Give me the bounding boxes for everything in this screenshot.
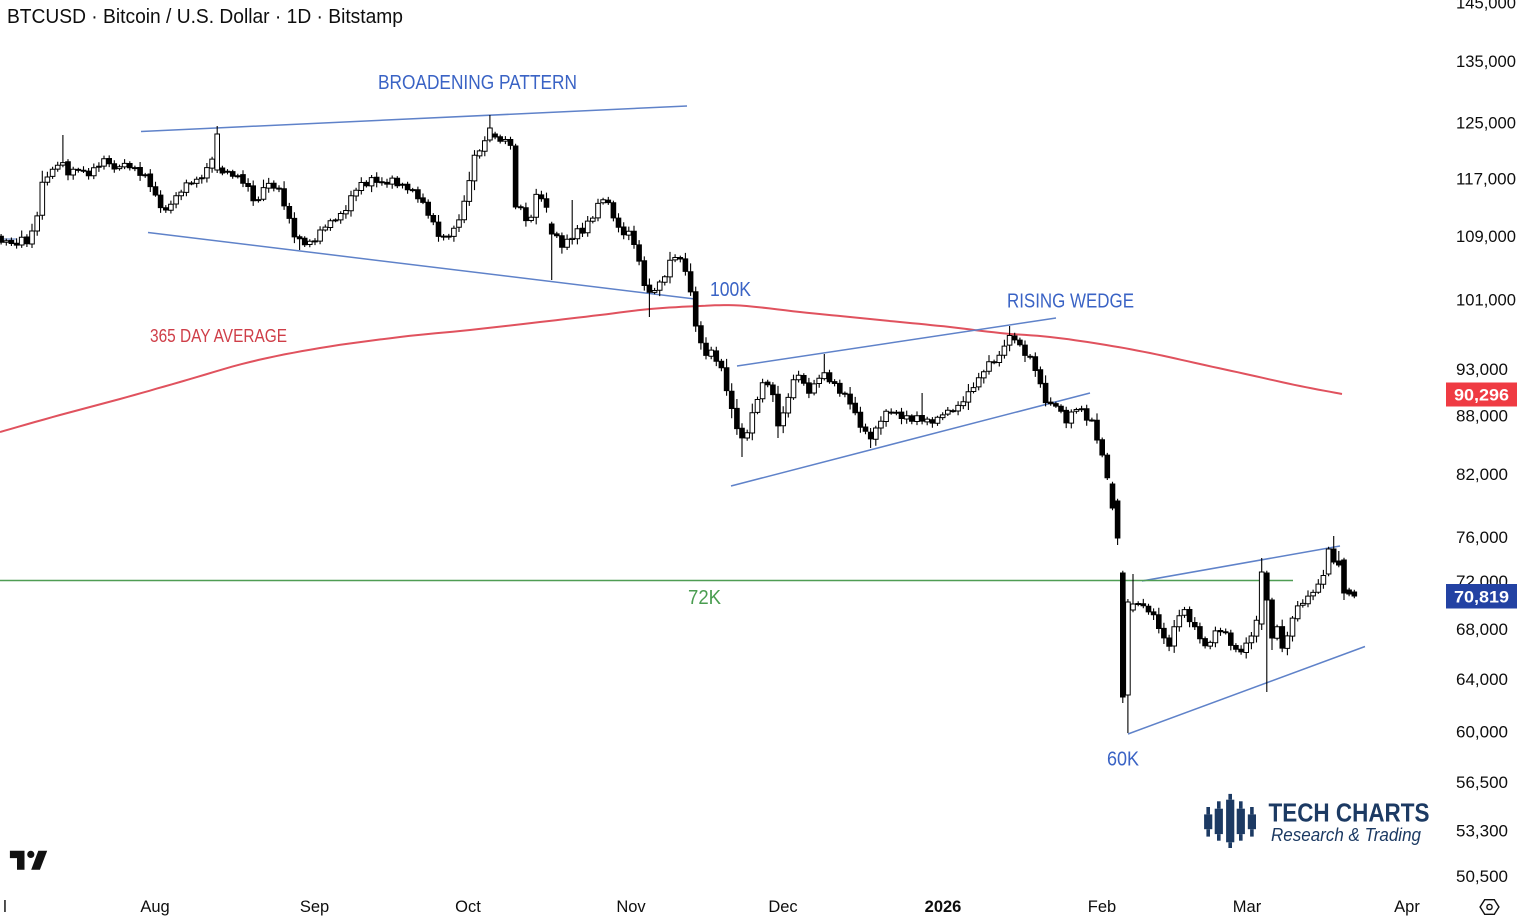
svg-text:125,000: 125,000 — [1456, 114, 1516, 133]
svg-text:70,819: 70,819 — [1454, 588, 1509, 607]
svg-text:60K: 60K — [1107, 749, 1140, 771]
svg-text:90,296: 90,296 — [1454, 386, 1509, 405]
svg-text:Aug: Aug — [140, 898, 169, 916]
svg-text:BROADENING PATTERN: BROADENING PATTERN — [378, 72, 577, 94]
svg-text:Dec: Dec — [768, 898, 797, 916]
svg-text:68,000: 68,000 — [1456, 620, 1508, 639]
svg-text:BTCUSD · Bitcoin / U.S. Dollar: BTCUSD · Bitcoin / U.S. Dollar · 1D · Bi… — [7, 6, 403, 28]
svg-text:TECH CHARTS: TECH CHARTS — [1269, 798, 1430, 828]
svg-text:60,000: 60,000 — [1456, 723, 1508, 742]
svg-text:101,000: 101,000 — [1456, 291, 1516, 310]
svg-text:100K: 100K — [710, 279, 752, 301]
svg-text:Sep: Sep — [300, 898, 329, 916]
svg-text:145,000: 145,000 — [1456, 0, 1516, 13]
svg-text:Oct: Oct — [455, 898, 481, 916]
svg-text:Feb: Feb — [1088, 898, 1116, 916]
svg-text:RISING WEDGE: RISING WEDGE — [1007, 291, 1134, 313]
svg-text:365 DAY AVERAGE: 365 DAY AVERAGE — [150, 326, 287, 346]
svg-text:Mar: Mar — [1233, 898, 1262, 916]
svg-text:2026: 2026 — [925, 898, 962, 916]
svg-text:135,000: 135,000 — [1456, 52, 1516, 71]
svg-text:109,000: 109,000 — [1456, 227, 1516, 246]
svg-text:64,000: 64,000 — [1456, 670, 1508, 689]
svg-text:Apr: Apr — [1394, 898, 1420, 916]
svg-text:72K: 72K — [688, 587, 722, 609]
svg-text:88,000: 88,000 — [1456, 407, 1508, 426]
svg-text:53,300: 53,300 — [1456, 822, 1508, 841]
svg-text:Research & Trading: Research & Trading — [1271, 825, 1421, 845]
svg-text:76,000: 76,000 — [1456, 528, 1508, 547]
svg-text:50,500: 50,500 — [1456, 867, 1508, 886]
svg-text:82,000: 82,000 — [1456, 465, 1508, 484]
svg-text:117,000: 117,000 — [1456, 170, 1516, 189]
svg-text:Nov: Nov — [616, 898, 646, 916]
svg-text:93,000: 93,000 — [1456, 360, 1508, 379]
svg-text:l: l — [3, 898, 7, 916]
svg-text:56,500: 56,500 — [1456, 773, 1508, 792]
